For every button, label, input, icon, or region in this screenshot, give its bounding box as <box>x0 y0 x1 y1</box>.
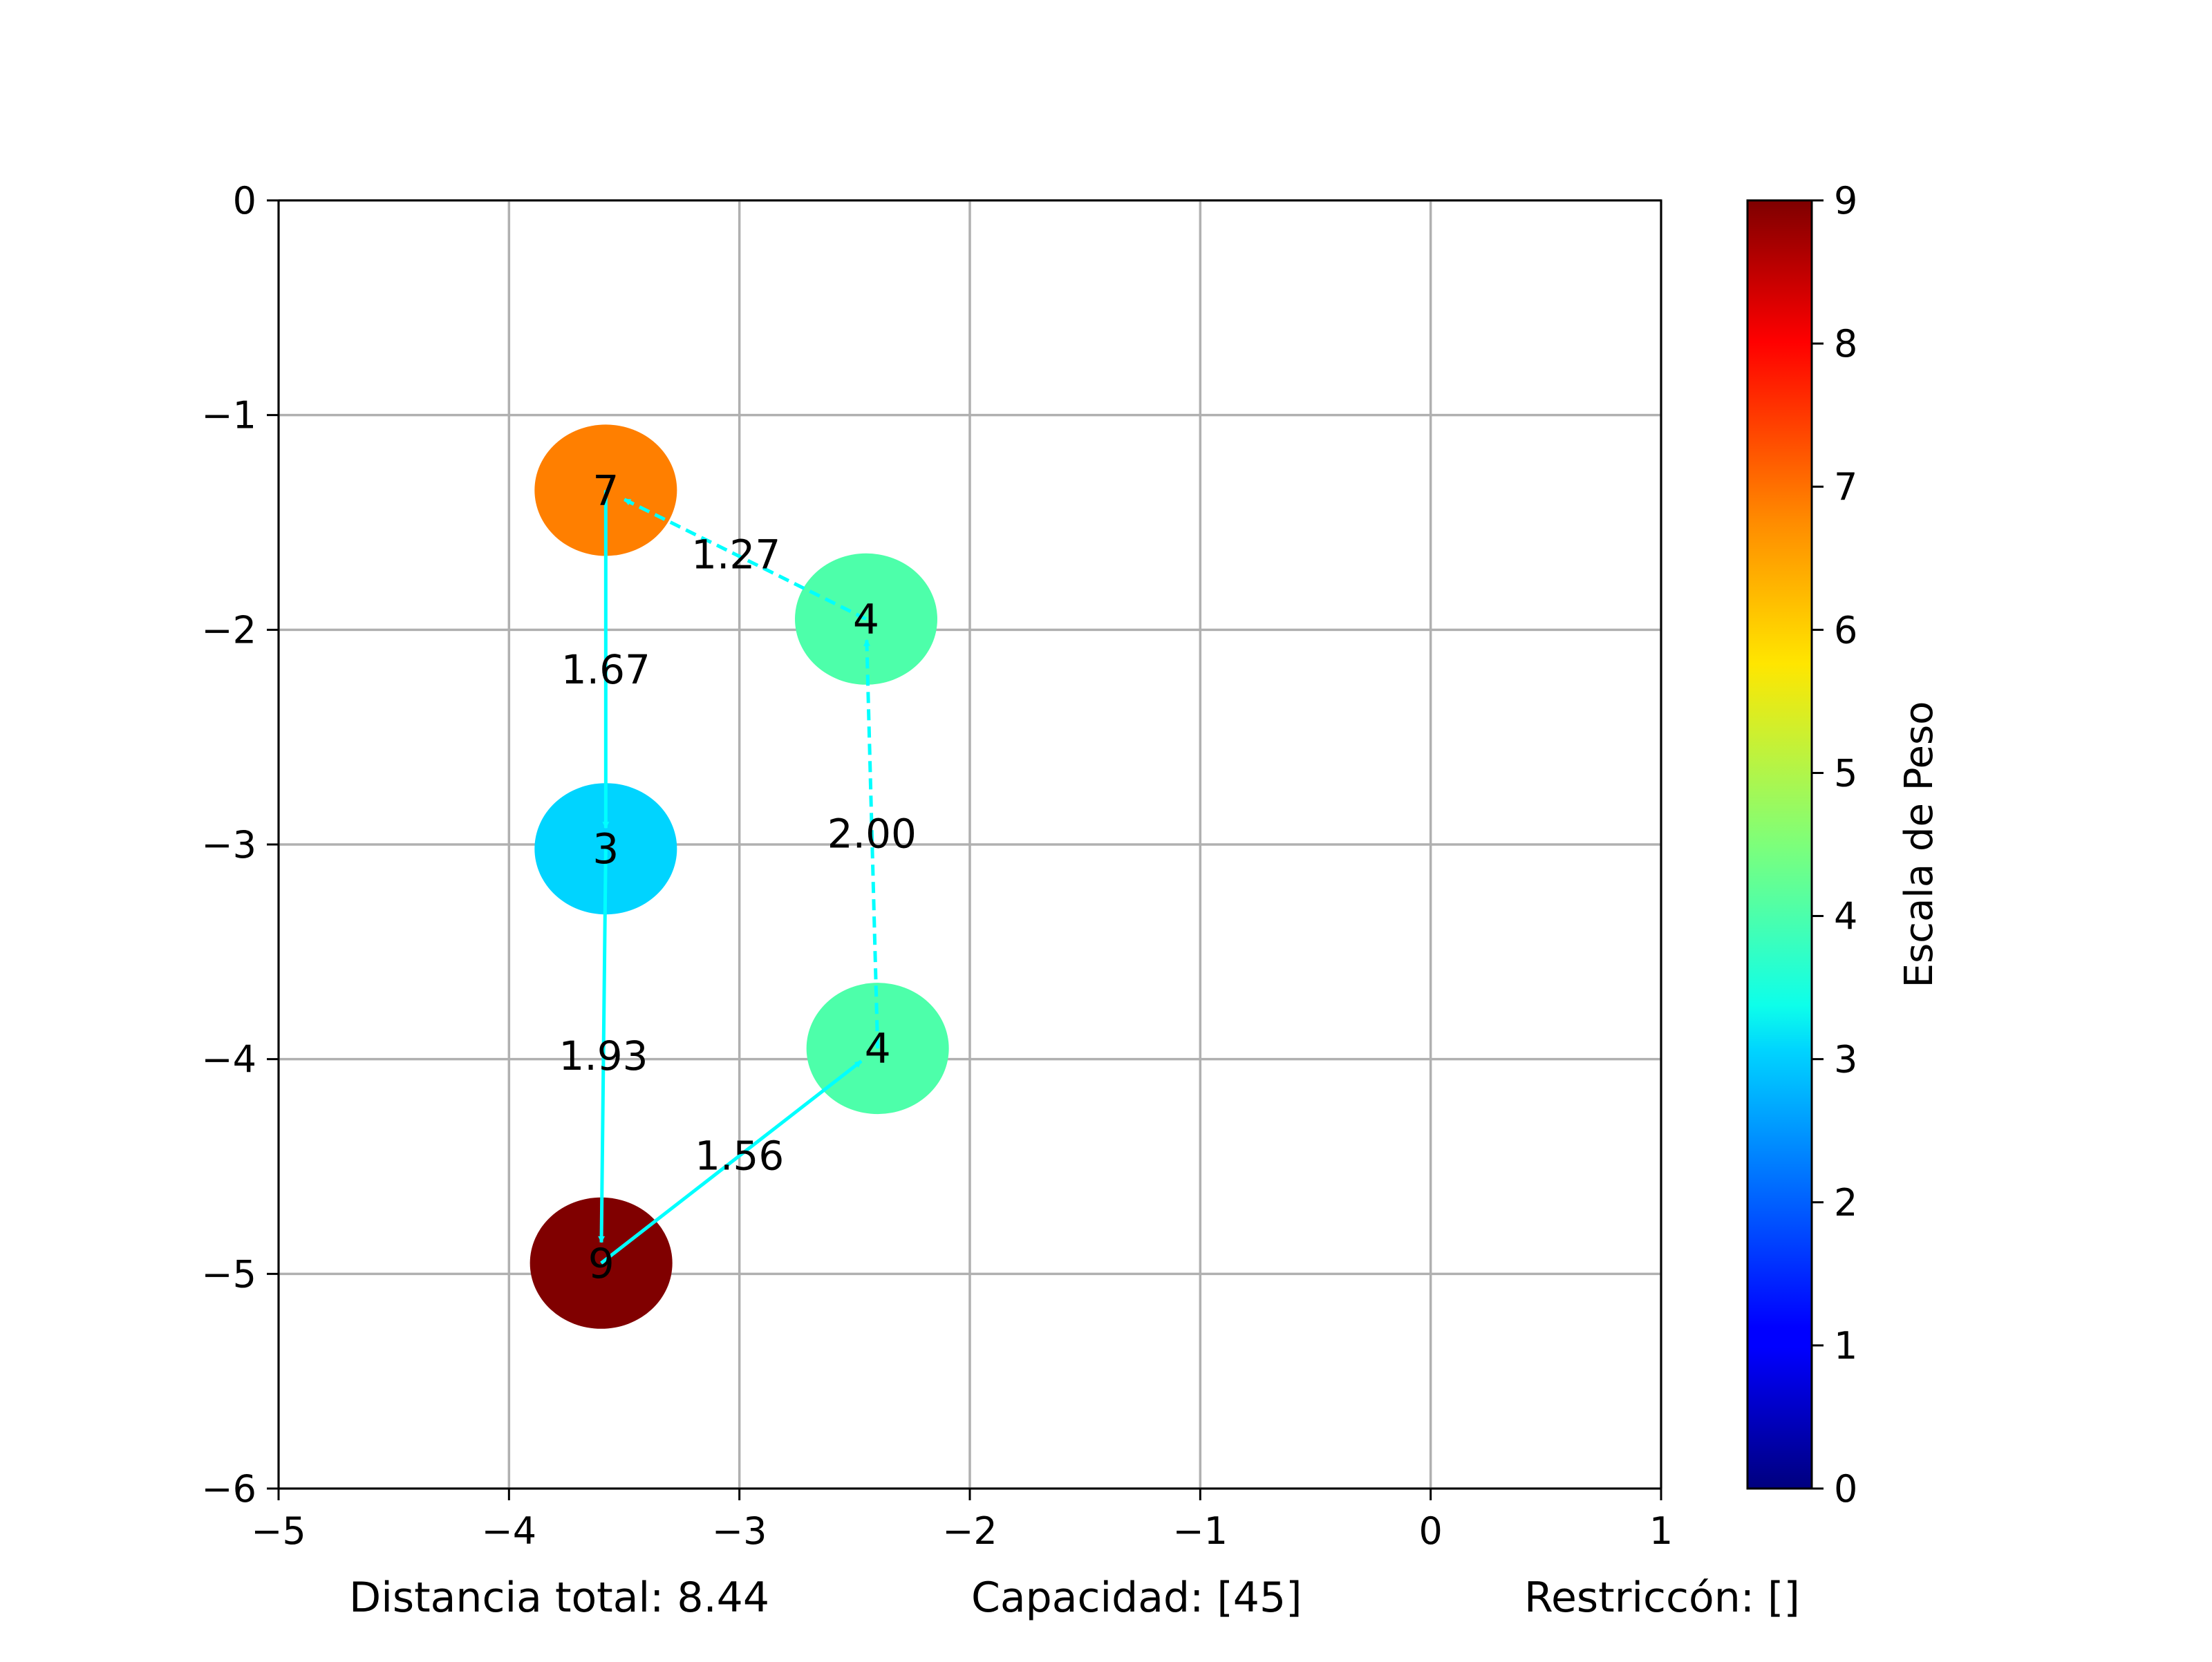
x-tick-label: −3 <box>712 1509 767 1553</box>
restriction-text: Restriccón: [] <box>1524 1574 1800 1622</box>
edge-distance-label: 1.67 <box>561 646 650 693</box>
colorbar-tick-label: 4 <box>1834 895 1857 938</box>
x-tick-label: −1 <box>1173 1509 1228 1553</box>
grid <box>277 199 1662 1490</box>
colorbar-tick-label: 3 <box>1834 1038 1857 1082</box>
total-distance-text: Distancia total: 8.44 <box>349 1574 769 1622</box>
colorbar-tick-label: 0 <box>1834 1467 1857 1511</box>
colorbar-tick-label: 6 <box>1834 608 1857 652</box>
edge-distance-label: 1.27 <box>691 531 780 578</box>
route-arrows <box>598 490 880 1265</box>
x-tick-label: 1 <box>1649 1509 1673 1553</box>
node-weight-label: 3 <box>592 825 619 874</box>
x-tick-label: −2 <box>942 1509 997 1553</box>
colorbar-frame <box>1746 199 1813 1490</box>
edge-distance-label: 1.93 <box>559 1032 648 1079</box>
colorbar: 0 1 2 3 4 5 6 7 8 9 Escala de Peso <box>1746 179 1942 1511</box>
footer: Distancia total: 8.44 Capacidad: [45] Re… <box>349 1574 1800 1622</box>
node-weight-label: 4 <box>865 1025 891 1073</box>
route-edge <box>598 849 608 1243</box>
y-tick-label: −2 <box>201 608 256 652</box>
colorbar-tick-label: 5 <box>1834 751 1857 795</box>
colorbar-tick-label: 8 <box>1834 322 1857 366</box>
colorbar-gradient <box>1747 200 1812 1489</box>
capacity-text: Capacidad: [45] <box>971 1574 1302 1622</box>
node-weight-label: 4 <box>853 596 879 644</box>
y-tick-label: −6 <box>201 1467 256 1511</box>
colorbar-tick-label: 7 <box>1834 465 1857 509</box>
y-tick-label: −1 <box>201 394 256 437</box>
y-tick-label: 0 <box>233 179 256 223</box>
y-tick-label: −3 <box>201 823 256 867</box>
labels: 1.27 1.67 2.00 1.93 1.56 7 4 3 4 9 <box>559 466 916 1287</box>
colorbar-tick-label: 1 <box>1834 1324 1857 1368</box>
edge-distance-label: 2.00 <box>827 810 917 857</box>
x-tick-label: 0 <box>1418 1509 1442 1553</box>
y-tick-label: −5 <box>201 1252 256 1296</box>
colorbar-tick-label: 9 <box>1834 179 1857 223</box>
node-weight-label: 7 <box>592 466 619 515</box>
axes: −5 −4 −3 −2 −1 0 10−1−2−3−4−5−6 <box>201 179 1673 1553</box>
route-edge <box>624 498 868 621</box>
route-edge <box>600 1059 863 1265</box>
x-tick-label: −4 <box>482 1509 537 1553</box>
colorbar-title: Escala de Peso <box>1897 701 1942 988</box>
y-tick-label: −4 <box>201 1038 256 1082</box>
edge-distance-label: 1.56 <box>695 1132 784 1179</box>
colorbar-tick-label: 2 <box>1834 1181 1857 1225</box>
node-weight-label: 9 <box>588 1240 615 1288</box>
x-tick-label: −5 <box>251 1509 306 1553</box>
